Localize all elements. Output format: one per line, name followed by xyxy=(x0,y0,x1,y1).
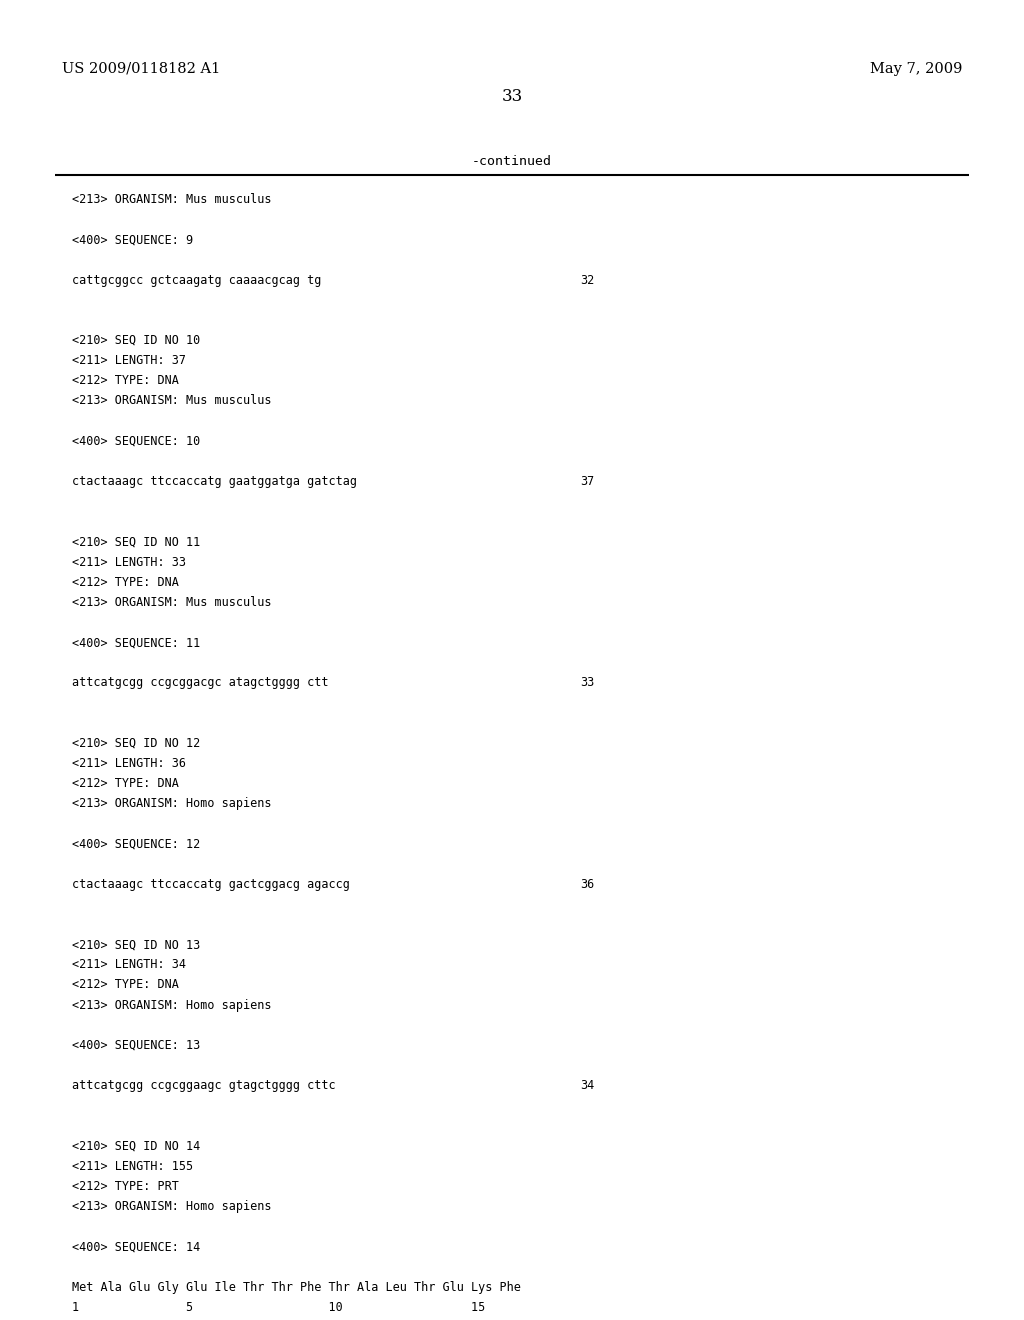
Text: <213> ORGANISM: Mus musculus: <213> ORGANISM: Mus musculus xyxy=(72,595,271,609)
Text: <400> SEQUENCE: 9: <400> SEQUENCE: 9 xyxy=(72,234,194,247)
Text: <211> LENGTH: 155: <211> LENGTH: 155 xyxy=(72,1160,194,1172)
Text: ctactaaagc ttccaccatg gaatggatga gatctag: ctactaaagc ttccaccatg gaatggatga gatctag xyxy=(72,475,357,488)
Text: <400> SEQUENCE: 11: <400> SEQUENCE: 11 xyxy=(72,636,201,649)
Text: attcatgcgg ccgcggacgc atagctgggg ctt: attcatgcgg ccgcggacgc atagctgggg ctt xyxy=(72,676,329,689)
Text: <212> TYPE: DNA: <212> TYPE: DNA xyxy=(72,375,179,387)
Text: Met Ala Glu Gly Glu Ile Thr Thr Phe Thr Ala Leu Thr Glu Lys Phe: Met Ala Glu Gly Glu Ile Thr Thr Phe Thr … xyxy=(72,1280,521,1294)
Text: <212> TYPE: DNA: <212> TYPE: DNA xyxy=(72,777,179,791)
Text: 33: 33 xyxy=(580,676,594,689)
Text: attcatgcgg ccgcggaagc gtagctgggg cttc: attcatgcgg ccgcggaagc gtagctgggg cttc xyxy=(72,1080,336,1092)
Text: <213> ORGANISM: Mus musculus: <213> ORGANISM: Mus musculus xyxy=(72,395,271,408)
Text: <211> LENGTH: 37: <211> LENGTH: 37 xyxy=(72,354,186,367)
Text: <400> SEQUENCE: 14: <400> SEQUENCE: 14 xyxy=(72,1241,201,1253)
Text: <400> SEQUENCE: 10: <400> SEQUENCE: 10 xyxy=(72,434,201,447)
Text: 1               5                   10                  15: 1 5 10 15 xyxy=(72,1300,485,1313)
Text: <211> LENGTH: 33: <211> LENGTH: 33 xyxy=(72,556,186,569)
Text: May 7, 2009: May 7, 2009 xyxy=(869,62,962,77)
Text: <210> SEQ ID NO 14: <210> SEQ ID NO 14 xyxy=(72,1139,201,1152)
Text: <212> TYPE: DNA: <212> TYPE: DNA xyxy=(72,978,179,991)
Text: cattgcggcc gctcaagatg caaaacgcag tg: cattgcggcc gctcaagatg caaaacgcag tg xyxy=(72,273,322,286)
Text: <400> SEQUENCE: 12: <400> SEQUENCE: 12 xyxy=(72,837,201,850)
Text: <212> TYPE: DNA: <212> TYPE: DNA xyxy=(72,576,179,589)
Text: <211> LENGTH: 36: <211> LENGTH: 36 xyxy=(72,756,186,770)
Text: 32: 32 xyxy=(580,273,594,286)
Text: <210> SEQ ID NO 12: <210> SEQ ID NO 12 xyxy=(72,737,201,750)
Text: <213> ORGANISM: Mus musculus: <213> ORGANISM: Mus musculus xyxy=(72,193,271,206)
Text: <213> ORGANISM: Homo sapiens: <213> ORGANISM: Homo sapiens xyxy=(72,1200,271,1213)
Text: -continued: -continued xyxy=(472,154,552,168)
Text: 34: 34 xyxy=(580,1080,594,1092)
Text: 36: 36 xyxy=(580,878,594,891)
Text: 37: 37 xyxy=(580,475,594,488)
Text: <213> ORGANISM: Homo sapiens: <213> ORGANISM: Homo sapiens xyxy=(72,797,271,810)
Text: <210> SEQ ID NO 11: <210> SEQ ID NO 11 xyxy=(72,536,201,548)
Text: <213> ORGANISM: Homo sapiens: <213> ORGANISM: Homo sapiens xyxy=(72,998,271,1011)
Text: <211> LENGTH: 34: <211> LENGTH: 34 xyxy=(72,958,186,972)
Text: US 2009/0118182 A1: US 2009/0118182 A1 xyxy=(62,62,220,77)
Text: <212> TYPE: PRT: <212> TYPE: PRT xyxy=(72,1180,179,1193)
Text: <210> SEQ ID NO 10: <210> SEQ ID NO 10 xyxy=(72,334,201,347)
Text: <210> SEQ ID NO 13: <210> SEQ ID NO 13 xyxy=(72,939,201,952)
Text: ctactaaagc ttccaccatg gactcggacg agaccg: ctactaaagc ttccaccatg gactcggacg agaccg xyxy=(72,878,350,891)
Text: <400> SEQUENCE: 13: <400> SEQUENCE: 13 xyxy=(72,1039,201,1052)
Text: 33: 33 xyxy=(502,88,522,106)
